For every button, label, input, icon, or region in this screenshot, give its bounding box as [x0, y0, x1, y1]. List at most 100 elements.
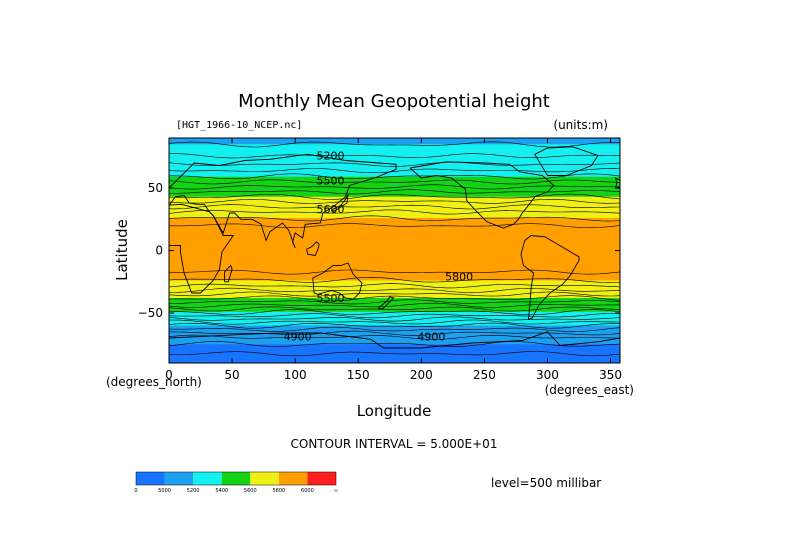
color-band	[169, 259, 620, 262]
contour-line	[169, 269, 620, 275]
contour-line	[169, 306, 620, 312]
color-band	[169, 219, 620, 222]
colorbar-tick-label: ∞	[334, 488, 338, 494]
y-tick-label: 50	[148, 181, 163, 195]
colorbar-tick-label: 0	[134, 488, 137, 494]
color-band	[169, 329, 620, 332]
contour-line	[169, 141, 620, 148]
color-band	[169, 194, 620, 197]
colorbar-tick-label: 5800	[272, 488, 285, 494]
contour-label: 5500	[316, 174, 344, 187]
dataset-label: [HGT_1966-10_NCEP.nc]	[176, 120, 302, 131]
contour-line	[169, 291, 620, 297]
x-tick-label: 0	[165, 368, 173, 382]
color-band	[169, 269, 620, 272]
color-band	[169, 340, 620, 343]
contour-line	[169, 309, 620, 316]
color-band	[169, 220, 620, 223]
color-band	[169, 299, 620, 302]
color-band	[169, 229, 620, 232]
color-band	[169, 139, 620, 142]
color-band	[169, 345, 620, 348]
antarctica-outline	[169, 331, 620, 349]
colorbar-swatch	[221, 472, 251, 485]
color-band	[169, 146, 620, 149]
color-band	[169, 260, 620, 263]
color-band	[169, 199, 620, 202]
contour-label: 5600	[316, 203, 344, 216]
color-band	[169, 154, 620, 157]
color-band	[169, 206, 620, 209]
x-tick-label: 150	[347, 368, 370, 382]
contour-line	[169, 173, 620, 180]
color-band	[169, 248, 620, 250]
color-band	[169, 354, 620, 357]
color-band	[169, 250, 620, 253]
color-band	[169, 184, 620, 187]
colorbar-frame	[135, 471, 337, 486]
color-band	[169, 138, 620, 140]
color-band	[169, 284, 620, 287]
contour-label: 5800	[445, 271, 473, 284]
color-band	[169, 256, 620, 259]
color-band	[169, 270, 620, 273]
y-unit-label: (degrees_north)	[106, 375, 202, 389]
color-band	[169, 281, 620, 284]
color-band	[169, 140, 620, 143]
x-unit-label: (degrees_east)	[545, 383, 634, 397]
color-band	[169, 333, 620, 335]
color-band	[169, 286, 620, 289]
x-tick-label: 200	[410, 368, 433, 382]
contour-line	[169, 316, 620, 322]
color-band	[169, 314, 620, 317]
color-band	[169, 348, 620, 350]
color-band	[169, 221, 620, 224]
color-band	[169, 208, 620, 210]
contour-label: 4900	[284, 331, 312, 344]
color-band	[169, 264, 620, 267]
contour-line	[169, 199, 620, 204]
color-band	[169, 339, 620, 342]
color-band	[169, 318, 620, 320]
y-axis-ticks: −50 0 50	[138, 181, 620, 320]
color-band	[169, 239, 620, 242]
color-band	[169, 304, 620, 307]
color-band	[169, 160, 620, 163]
color-band	[169, 310, 620, 313]
colorbar: 0 5000 5200 5400 5600 5800 6000 ∞	[134, 471, 338, 494]
color-band	[169, 188, 620, 190]
color-band	[169, 178, 620, 180]
color-band	[169, 288, 620, 290]
color-band	[169, 268, 620, 270]
colorbar-swatch	[164, 472, 194, 485]
x-axis-title: Longitude	[357, 402, 432, 420]
australia-outline	[312, 262, 363, 300]
x-tick-label: 350	[599, 368, 622, 382]
contour-line	[169, 302, 620, 308]
colorbar-tick-label: 6000	[301, 488, 314, 494]
x-tick-label: 100	[284, 368, 307, 382]
continent-outlines	[169, 146, 620, 349]
color-band	[169, 240, 620, 243]
contour-line	[169, 215, 620, 222]
color-band	[169, 141, 620, 144]
color-band	[169, 213, 620, 215]
color-band	[169, 331, 620, 334]
color-band	[169, 249, 620, 252]
color-band	[169, 149, 620, 152]
contour-line	[169, 326, 620, 332]
color-band	[169, 328, 620, 330]
color-band	[169, 276, 620, 279]
color-band	[169, 233, 620, 235]
color-band	[169, 231, 620, 234]
color-band	[169, 234, 620, 237]
color-band	[169, 205, 620, 208]
x-axis-ticks: 0 50 100 150 200 250 300 350	[165, 138, 622, 382]
color-band	[169, 251, 620, 254]
color-band	[169, 266, 620, 269]
colorbar-swatch	[307, 472, 336, 485]
color-band	[169, 336, 620, 339]
y-tick-label: −50	[138, 306, 163, 320]
color-band	[169, 196, 620, 199]
colorbar-swatch	[136, 472, 165, 485]
